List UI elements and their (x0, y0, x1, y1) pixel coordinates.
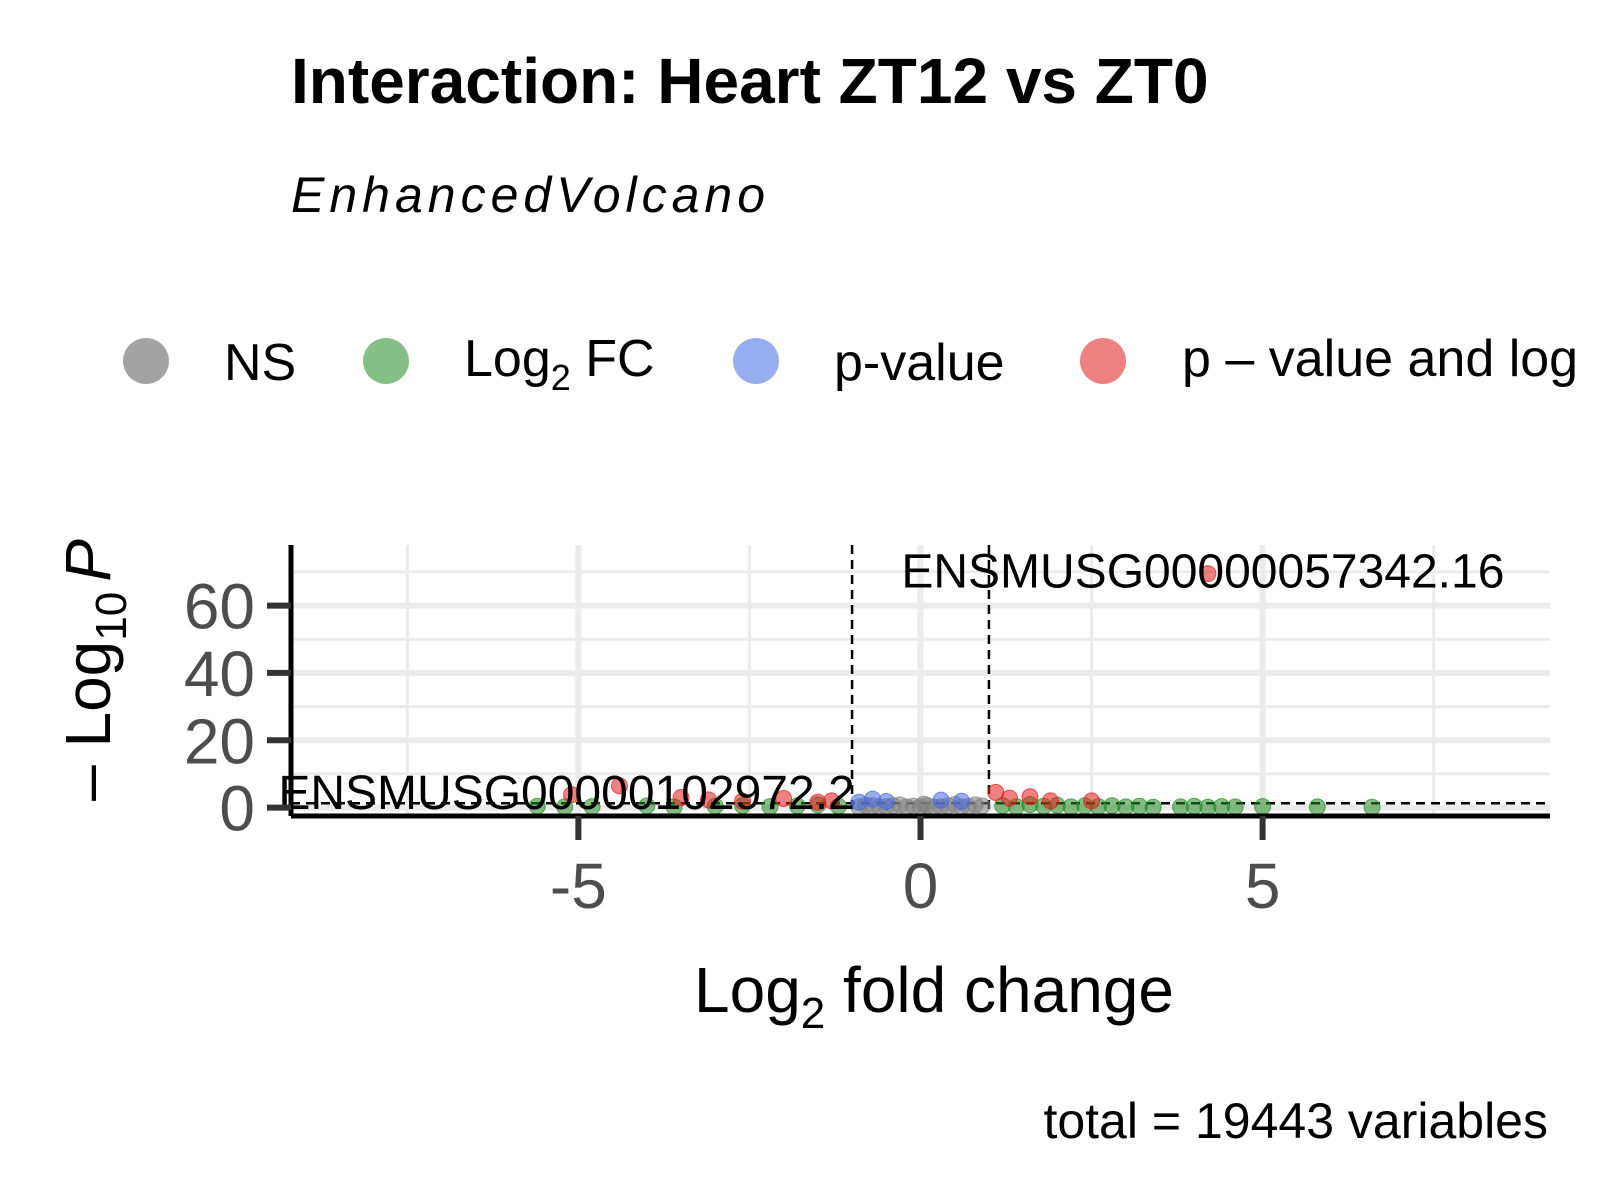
x-axis-title: Log2 fold change (694, 954, 1174, 1038)
legend-label-log2fc-sub: 2 (551, 357, 571, 398)
chart-subtitle: EnhancedVolcano (291, 167, 770, 223)
point-fc (1254, 798, 1272, 816)
x-tick-label: 0 (903, 850, 939, 922)
legend-item-pvalue: p-value (733, 334, 1005, 392)
caption: total = 19443 variables (1043, 1093, 1548, 1149)
point-p-value (877, 793, 895, 811)
data-points (528, 565, 1381, 816)
point-ns (915, 795, 933, 813)
point-p-value-and-log (1021, 788, 1039, 806)
legend: NS Log2 FC p-value p – value and log (123, 330, 1578, 398)
point-p-value-and-log (699, 791, 717, 809)
legend-label-pvalue: p-value (834, 334, 1005, 392)
point-p-value-and-log (1199, 565, 1217, 583)
legend-label-pvalue-and-log: p – value and log (1182, 330, 1578, 388)
legend-label-log2fc: Log2 FC (464, 330, 655, 398)
legend-item-ns: NS (123, 334, 296, 392)
point-fc (1308, 798, 1326, 816)
point-p-value (850, 793, 868, 811)
y-tick-label: 0 (219, 773, 255, 845)
gene-label: ENSMUSG00000102972.2 (278, 767, 854, 820)
y-axis-title-sub: 10 (87, 592, 136, 641)
point-p-value-and-log (775, 789, 793, 807)
point-p-value-and-log (563, 786, 581, 804)
point-p-value (932, 791, 950, 809)
y-axis-title-prefix: – Log (52, 641, 124, 801)
x-axis-title-rest: fold change (825, 954, 1174, 1026)
point-p-value-and-log (823, 792, 841, 810)
point-p-value-and-log (1042, 792, 1060, 810)
x-axis-title-base: Log (694, 954, 801, 1026)
point-fc (1226, 798, 1244, 816)
point-p-value (953, 792, 971, 810)
legend-swatch-log2fc (363, 338, 409, 384)
x-tick-label: 5 (1245, 850, 1281, 922)
x-axis-title-sub: 2 (801, 989, 825, 1038)
y-axis-title-italic: P (52, 539, 124, 582)
gene-label: ENSMUSG00000057342.16 (901, 546, 1504, 599)
point-p-value-and-log (1000, 789, 1018, 807)
x-tick-label: -5 (550, 850, 607, 922)
gene-labels: ENSMUSG00000057342.16 ENSMUSG00000102972.… (278, 546, 1504, 820)
chart-title: Interaction: Heart ZT12 vs ZT0 (291, 45, 1209, 117)
y-tick-label: 20 (184, 705, 255, 777)
grid-lines (291, 545, 1550, 816)
cutoff-lines (291, 545, 1550, 816)
y-tick-label: 40 (184, 638, 255, 710)
point-fc (1363, 798, 1381, 816)
y-axis-title: – Log10 P (52, 539, 136, 801)
legend-swatch-pvalue (733, 338, 779, 384)
legend-label-ns: NS (224, 334, 296, 392)
point-p-value-and-log (1083, 792, 1101, 810)
legend-swatch-ns (123, 338, 169, 384)
legend-item-pvalue-and-log: p – value and log (1080, 330, 1578, 388)
legend-label-log2fc-rest: FC (571, 330, 655, 388)
point-fc (1144, 798, 1162, 816)
legend-swatch-pvalue-and-log (1080, 338, 1126, 384)
legend-label-log2fc-base: Log (464, 330, 551, 388)
point-p-value-and-log (610, 777, 628, 795)
point-p-value-and-log (734, 792, 752, 810)
point-p-value-and-log (672, 788, 690, 806)
y-tick-label: 60 (184, 571, 255, 643)
legend-item-log2fc: Log2 FC (363, 330, 655, 398)
